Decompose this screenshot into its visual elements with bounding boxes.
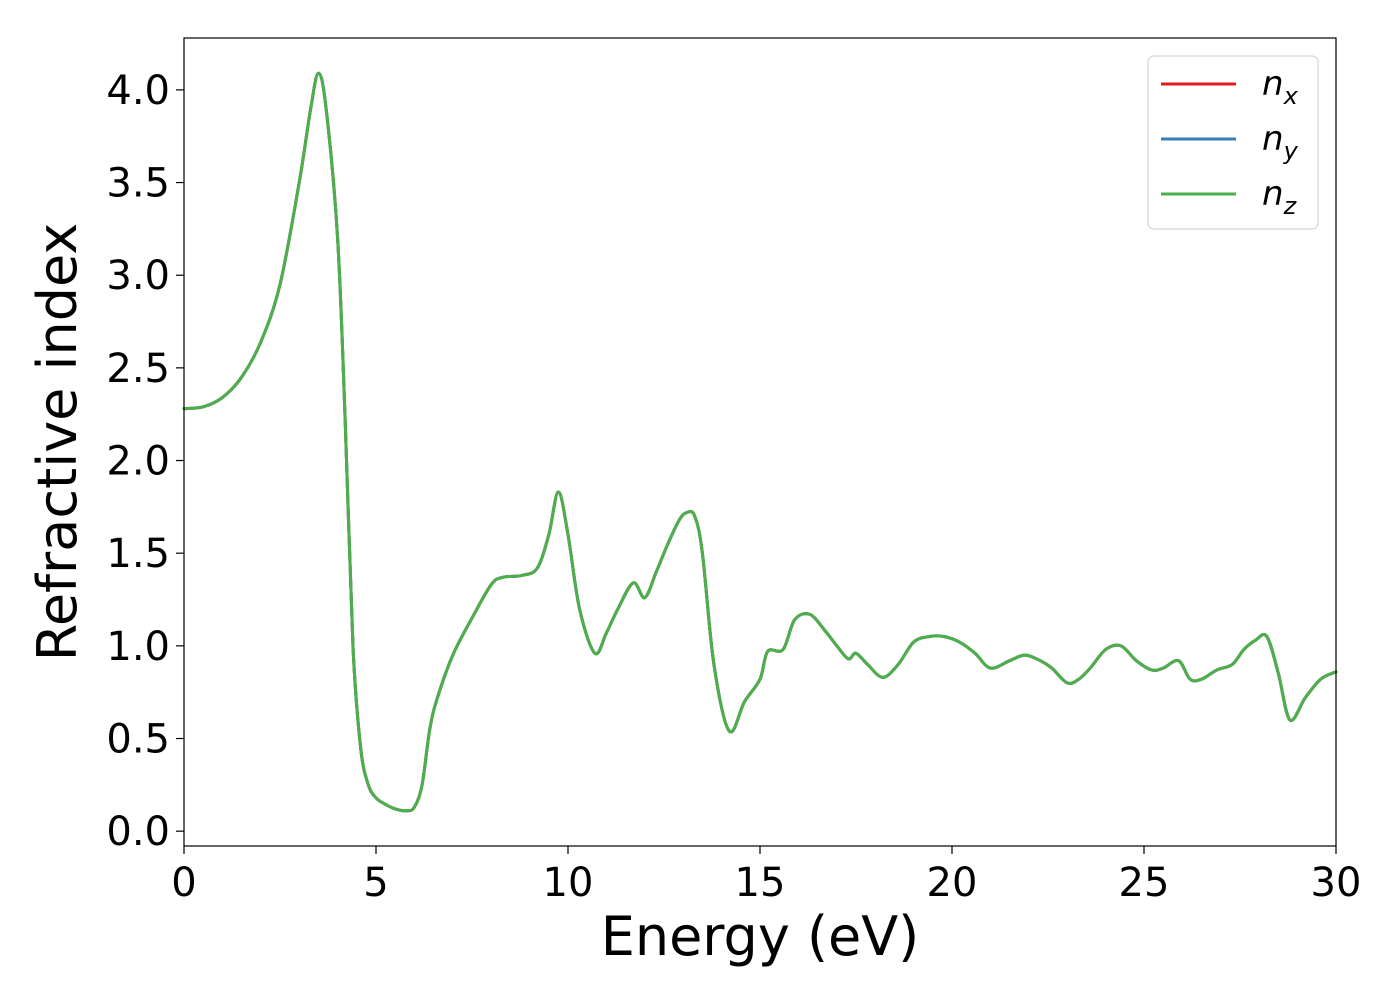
x-tick-label: 25	[1119, 860, 1170, 906]
series-line-n-z	[182, 71, 1338, 813]
series-layer	[182, 71, 1338, 813]
legend: nx ny nz	[1147, 55, 1319, 230]
legend-label-n-x: nx	[1262, 64, 1299, 110]
y-tick-label: 3.5	[106, 161, 170, 207]
y-tick-label: 0.0	[106, 809, 170, 855]
y-axis-label: Refractive index	[26, 223, 89, 662]
x-tick-label: 5	[363, 860, 388, 906]
x-axis-label: Energy (eV)	[601, 905, 920, 968]
y-tick-label: 4.0	[106, 68, 170, 114]
y-tick-label: 1.0	[106, 624, 170, 670]
legend-label-n-y: ny	[1262, 119, 1299, 165]
x-axis: 0 5 10 15 20 25 30	[171, 846, 1361, 906]
x-tick-label: 10	[543, 860, 594, 906]
x-tick-label: 30	[1311, 860, 1362, 906]
legend-box	[1147, 55, 1319, 230]
x-tick-label: 20	[927, 860, 978, 906]
x-tick-label: 15	[735, 860, 786, 906]
y-tick-label: 1.5	[106, 531, 170, 577]
x-tick-label: 0	[171, 860, 196, 906]
y-tick-label: 2.0	[106, 439, 170, 485]
y-tick-label: 2.5	[106, 346, 170, 392]
legend-label-n-z: nz	[1262, 174, 1298, 220]
y-tick-label: 0.5	[106, 717, 170, 763]
y-tick-label: 3.0	[106, 253, 170, 299]
y-axis: 0.0 0.5 1.0 1.5 2.0 2.5 3.0 3.5 4.0	[106, 68, 184, 855]
